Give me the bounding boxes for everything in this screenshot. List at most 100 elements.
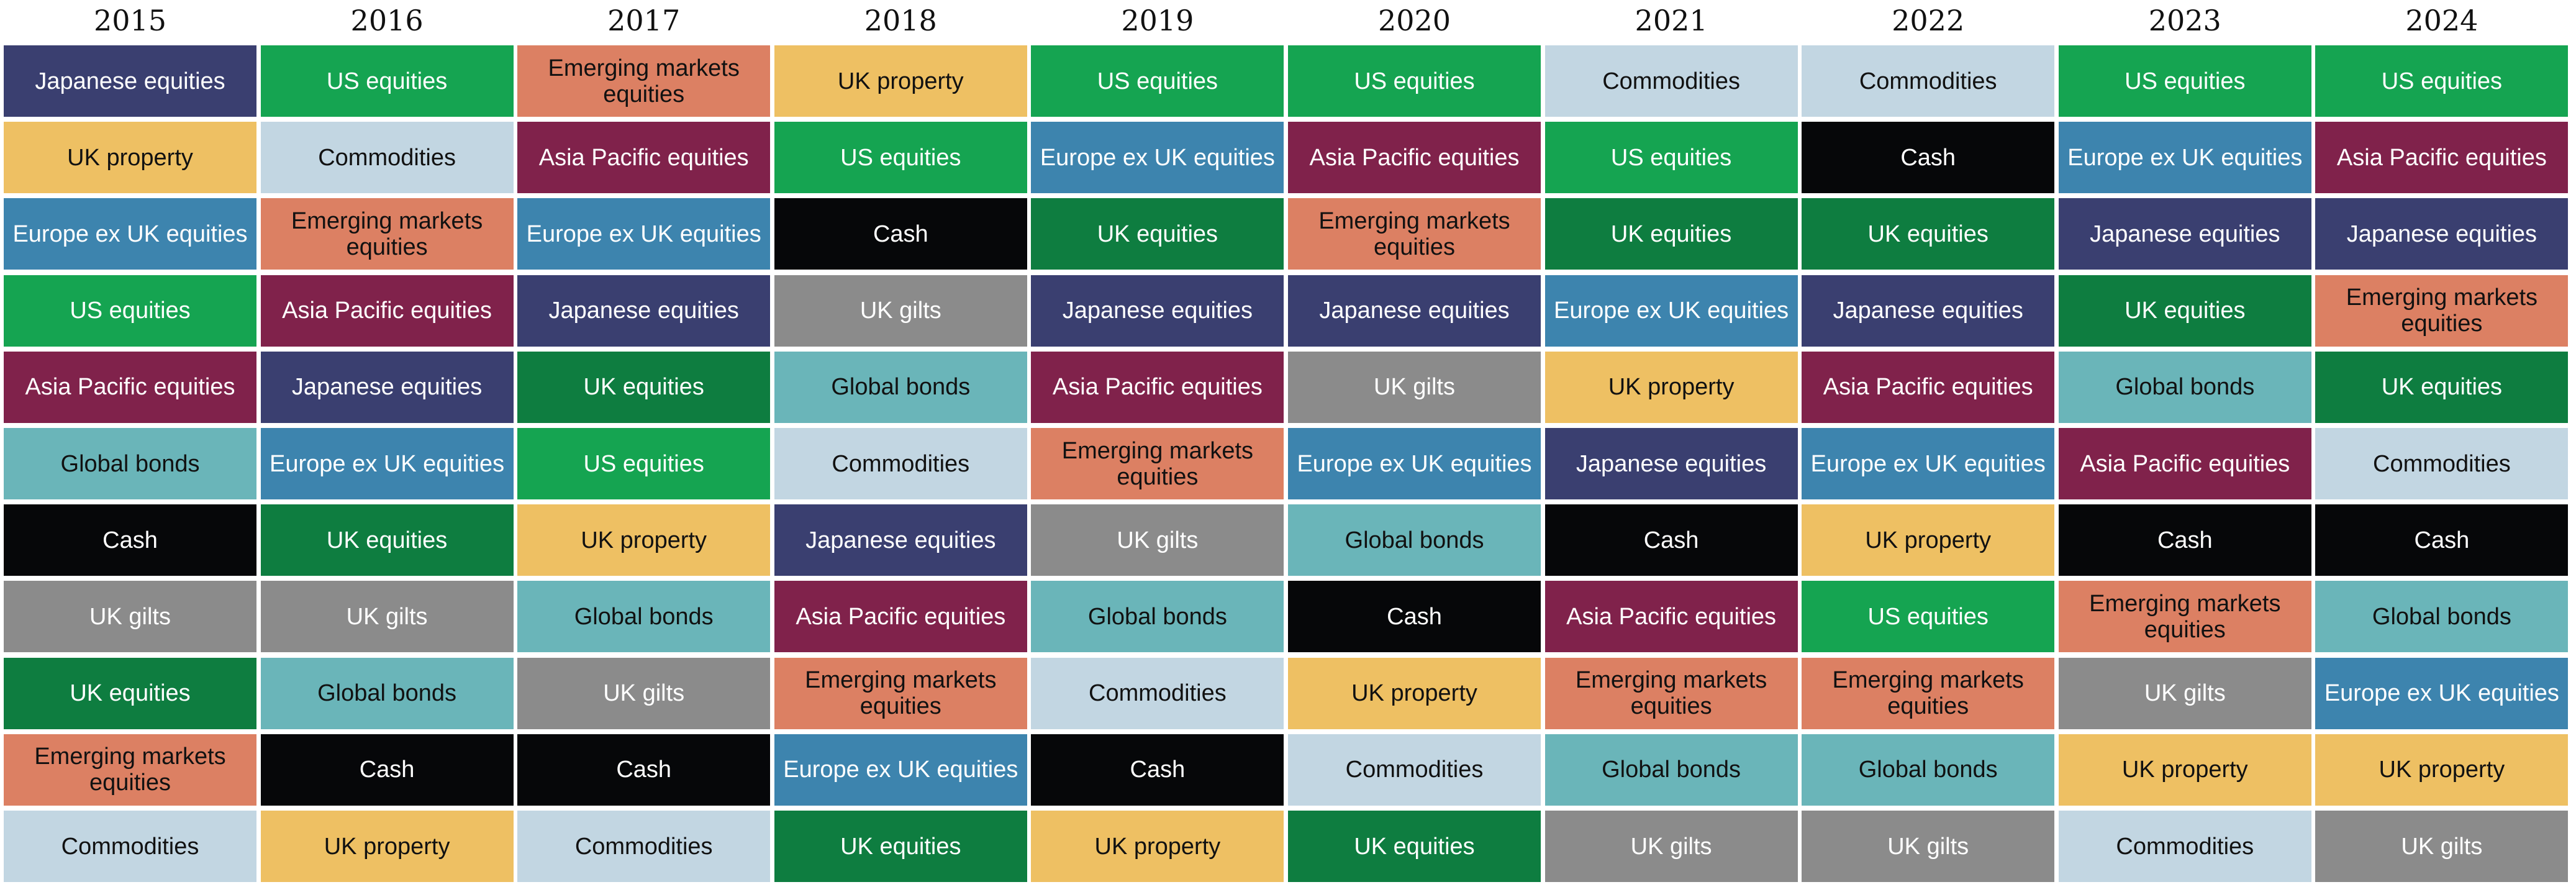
asset-cell-2024-rank-7: Cash	[2315, 504, 2569, 576]
asset-cell-2018-rank-3: Cash	[774, 198, 1027, 270]
asset-cell-2020-rank-1: US equities	[1288, 45, 1541, 117]
asset-cell-2022-rank-5: Asia Pacific equities	[1802, 351, 2055, 423]
asset-cell-2015-rank-10: Emerging markets equities	[4, 734, 256, 806]
asset-cell-2015-rank-9: UK equities	[4, 657, 256, 729]
asset-cell-2019-rank-8: Global bonds	[1031, 581, 1284, 653]
year-header-2018: 2018	[864, 4, 937, 37]
asset-cell-2017-rank-10: Cash	[517, 734, 771, 806]
asset-cell-2021-rank-6: Japanese equities	[1544, 428, 1798, 499]
year-header-2017: 2017	[607, 4, 681, 37]
asset-cell-2016-rank-9: Global bonds	[260, 657, 514, 729]
asset-cell-2020-rank-8: Cash	[1288, 581, 1541, 653]
asset-cell-2017-rank-8: Global bonds	[517, 581, 771, 653]
asset-cell-2017-rank-7: UK property	[517, 504, 771, 576]
asset-cell-2017-rank-4: Japanese equities	[517, 275, 771, 347]
asset-cell-2015-rank-3: Europe ex UK equities	[4, 198, 256, 270]
asset-cell-2015-rank-8: UK gilts	[4, 581, 256, 653]
asset-cell-2021-rank-4: Europe ex UK equities	[1544, 275, 1798, 347]
asset-cell-2020-rank-9: UK property	[1288, 657, 1541, 729]
asset-cell-2020-rank-5: UK gilts	[1288, 351, 1541, 423]
asset-cell-2023-rank-1: US equities	[2058, 45, 2311, 117]
asset-cell-2015-rank-2: UK property	[4, 122, 256, 194]
asset-cell-2018-rank-7: Japanese equities	[774, 504, 1027, 576]
asset-cell-2018-rank-2: US equities	[774, 122, 1027, 194]
asset-cell-2023-rank-7: Cash	[2058, 504, 2311, 576]
year-header-2023: 2023	[2148, 4, 2221, 37]
asset-cell-2015-rank-1: Japanese equities	[4, 45, 256, 117]
asset-cell-2018-rank-6: Commodities	[774, 428, 1027, 499]
asset-cell-2020-rank-2: Asia Pacific equities	[1288, 122, 1541, 194]
asset-cell-2024-rank-11: UK gilts	[2315, 811, 2569, 882]
year-header-2019: 2019	[1121, 4, 1194, 37]
year-header-2015: 2015	[93, 4, 167, 37]
asset-cell-2023-rank-4: UK equities	[2058, 275, 2311, 347]
year-header-2016: 2016	[350, 4, 424, 37]
asset-cell-2019-rank-5: Asia Pacific equities	[1031, 351, 1284, 423]
asset-cell-2016-rank-8: UK gilts	[260, 581, 514, 653]
asset-cell-2016-rank-7: UK equities	[260, 504, 514, 576]
asset-cell-2018-rank-9: Emerging markets equities	[774, 657, 1027, 729]
asset-cell-2022-rank-7: UK property	[1802, 504, 2055, 576]
asset-cell-2018-rank-4: UK gilts	[774, 275, 1027, 347]
asset-cell-2019-rank-11: UK property	[1031, 811, 1284, 882]
asset-cell-2019-rank-7: UK gilts	[1031, 504, 1284, 576]
asset-cell-2023-rank-10: UK property	[2058, 734, 2311, 806]
asset-cell-2016-rank-2: Commodities	[260, 122, 514, 194]
asset-cell-2021-rank-3: UK equities	[1544, 198, 1798, 270]
asset-cell-2023-rank-8: Emerging markets equities	[2058, 581, 2311, 653]
asset-cell-2019-rank-4: Japanese equities	[1031, 275, 1284, 347]
asset-cell-2017-rank-11: Commodities	[517, 811, 771, 882]
asset-cell-2015-rank-5: Asia Pacific equities	[4, 351, 256, 423]
asset-cell-2017-rank-2: Asia Pacific equities	[517, 122, 771, 194]
asset-cell-2023-rank-11: Commodities	[2058, 811, 2311, 882]
asset-cell-2022-rank-4: Japanese equities	[1802, 275, 2055, 347]
asset-cell-2015-rank-6: Global bonds	[4, 428, 256, 499]
asset-cell-2019-rank-9: Commodities	[1031, 657, 1284, 729]
asset-cell-2019-rank-2: Europe ex UK equities	[1031, 122, 1284, 194]
asset-cell-2017-rank-1: Emerging markets equities	[517, 45, 771, 117]
asset-cell-2015-rank-7: Cash	[4, 504, 256, 576]
asset-cell-2018-rank-8: Asia Pacific equities	[774, 581, 1027, 653]
asset-cell-2024-rank-4: Emerging markets equities	[2315, 275, 2569, 347]
asset-cell-2022-rank-8: US equities	[1802, 581, 2055, 653]
asset-cell-2017-rank-6: US equities	[517, 428, 771, 499]
asset-cell-2022-rank-3: UK equities	[1802, 198, 2055, 270]
asset-cell-2016-rank-5: Japanese equities	[260, 351, 514, 423]
asset-cell-2020-rank-4: Japanese equities	[1288, 275, 1541, 347]
asset-cell-2021-rank-10: Global bonds	[1544, 734, 1798, 806]
asset-cell-2021-rank-7: Cash	[1544, 504, 1798, 576]
asset-cell-2020-rank-10: Commodities	[1288, 734, 1541, 806]
asset-cell-2019-rank-1: US equities	[1031, 45, 1284, 117]
asset-cell-2016-rank-1: US equities	[260, 45, 514, 117]
asset-cell-2024-rank-6: Commodities	[2315, 428, 2569, 499]
asset-cell-2023-rank-9: UK gilts	[2058, 657, 2311, 729]
asset-cell-2021-rank-8: Asia Pacific equities	[1544, 581, 1798, 653]
year-header-2020: 2020	[1377, 4, 1451, 37]
asset-cell-2015-rank-11: Commodities	[4, 811, 256, 882]
asset-cell-2023-rank-6: Asia Pacific equities	[2058, 428, 2311, 499]
asset-cell-2022-rank-6: Europe ex UK equities	[1802, 428, 2055, 499]
asset-cell-2018-rank-11: UK equities	[774, 811, 1027, 882]
asset-cell-2023-rank-2: Europe ex UK equities	[2058, 122, 2311, 194]
asset-cell-2024-rank-1: US equities	[2315, 45, 2569, 117]
asset-cell-2021-rank-5: UK property	[1544, 351, 1798, 423]
asset-cell-2016-rank-3: Emerging markets equities	[260, 198, 514, 270]
asset-cell-2016-rank-11: UK property	[260, 811, 514, 882]
asset-cell-2016-rank-6: Europe ex UK equities	[260, 428, 514, 499]
asset-cell-2016-rank-4: Asia Pacific equities	[260, 275, 514, 347]
asset-cell-2019-rank-3: UK equities	[1031, 198, 1284, 270]
year-header-2024: 2024	[2405, 4, 2478, 37]
asset-cell-2022-rank-11: UK gilts	[1802, 811, 2055, 882]
asset-cell-2022-rank-9: Emerging markets equities	[1802, 657, 2055, 729]
asset-cell-2017-rank-3: Europe ex UK equities	[517, 198, 771, 270]
asset-cell-2024-rank-9: Europe ex UK equities	[2315, 657, 2569, 729]
asset-cell-2022-rank-10: Global bonds	[1802, 734, 2055, 806]
asset-cell-2017-rank-5: UK equities	[517, 351, 771, 423]
asset-cell-2021-rank-1: Commodities	[1544, 45, 1798, 117]
asset-cell-2018-rank-1: UK property	[774, 45, 1027, 117]
asset-cell-2023-rank-3: Japanese equities	[2058, 198, 2311, 270]
asset-cell-2020-rank-6: Europe ex UK equities	[1288, 428, 1541, 499]
asset-cell-2023-rank-5: Global bonds	[2058, 351, 2311, 423]
asset-cell-2024-rank-5: UK equities	[2315, 351, 2569, 423]
